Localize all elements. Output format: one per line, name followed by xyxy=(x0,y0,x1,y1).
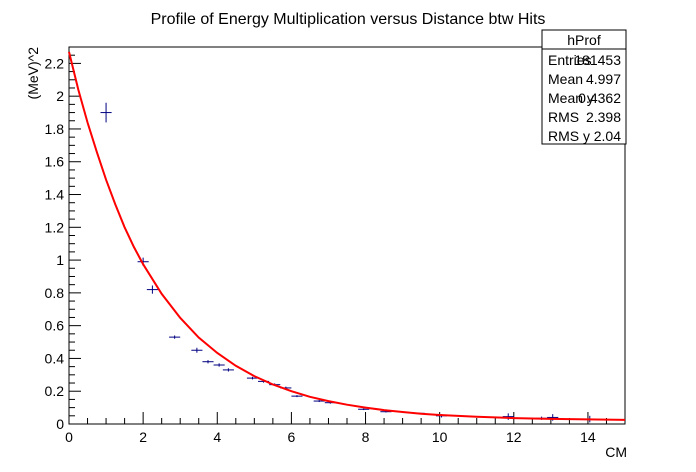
stats-row-value: 4.997 xyxy=(586,71,621,87)
y-tick-label: 0.6 xyxy=(45,318,65,334)
y-tick-label: 1.2 xyxy=(45,219,65,235)
y-tick-label: 0.4 xyxy=(45,350,65,366)
stats-row-label: Mean y xyxy=(548,90,594,106)
x-tick-label: 14 xyxy=(580,429,596,445)
y-tick-label: 0.8 xyxy=(45,285,65,301)
profile-point xyxy=(191,347,203,353)
stats-row-value: 2.04 xyxy=(594,128,621,144)
y-axis: 0 0.2 0.4 0.6 0.8 1 1.2 1.4 1.6 1.8 2 2.2 xyxy=(45,46,81,432)
stats-title: hProf xyxy=(567,32,601,48)
x-tick-label: 12 xyxy=(506,429,522,445)
y-tick-label: 1.6 xyxy=(45,154,65,170)
stats-row-label: RMS xyxy=(548,109,579,125)
stats-row-value: 2.398 xyxy=(586,109,621,125)
y-tick-label: 2 xyxy=(56,88,64,104)
profile-point xyxy=(222,368,234,372)
stats-row-value: 0.4362 xyxy=(578,90,621,106)
stats-row-label: Entries xyxy=(548,52,592,68)
profile-point xyxy=(202,360,214,364)
x-tick-label: 0 xyxy=(65,429,73,445)
stats-row-value: 181453 xyxy=(574,52,621,68)
chart-title: Profile of Energy Multiplication versus … xyxy=(151,11,546,28)
y-tick-label: 0 xyxy=(56,416,64,432)
x-tick-label: 6 xyxy=(288,429,296,445)
y-tick-label: 0.2 xyxy=(45,383,65,399)
x-axis-label: CM xyxy=(605,444,627,460)
profile-points xyxy=(100,102,596,423)
y-tick-label: 2.2 xyxy=(45,55,65,71)
profile-point xyxy=(291,395,303,398)
profile-point xyxy=(213,363,225,367)
stats-row-label: RMS y xyxy=(548,128,590,144)
profile-point xyxy=(146,285,158,294)
profile-point xyxy=(169,335,181,339)
y-tick-label: 1 xyxy=(56,252,64,268)
profile-point xyxy=(246,376,259,380)
y-tick-label: 1.4 xyxy=(45,187,65,203)
stats-row-label: Mean xyxy=(548,71,583,87)
y-tick-label: 1.8 xyxy=(45,121,65,137)
profile-point xyxy=(100,102,112,123)
y-axis-label: (MeV)^2 xyxy=(25,47,41,100)
profile-point xyxy=(358,408,370,411)
x-tick-label: 10 xyxy=(432,429,448,445)
x-tick-label: 4 xyxy=(213,429,221,445)
x-axis: 0 2 4 6 8 10 12 14 xyxy=(65,412,626,445)
x-tick-label: 8 xyxy=(362,429,370,445)
fit-curve xyxy=(68,51,626,421)
profile-point xyxy=(313,400,325,403)
x-tick-label: 2 xyxy=(139,429,147,445)
